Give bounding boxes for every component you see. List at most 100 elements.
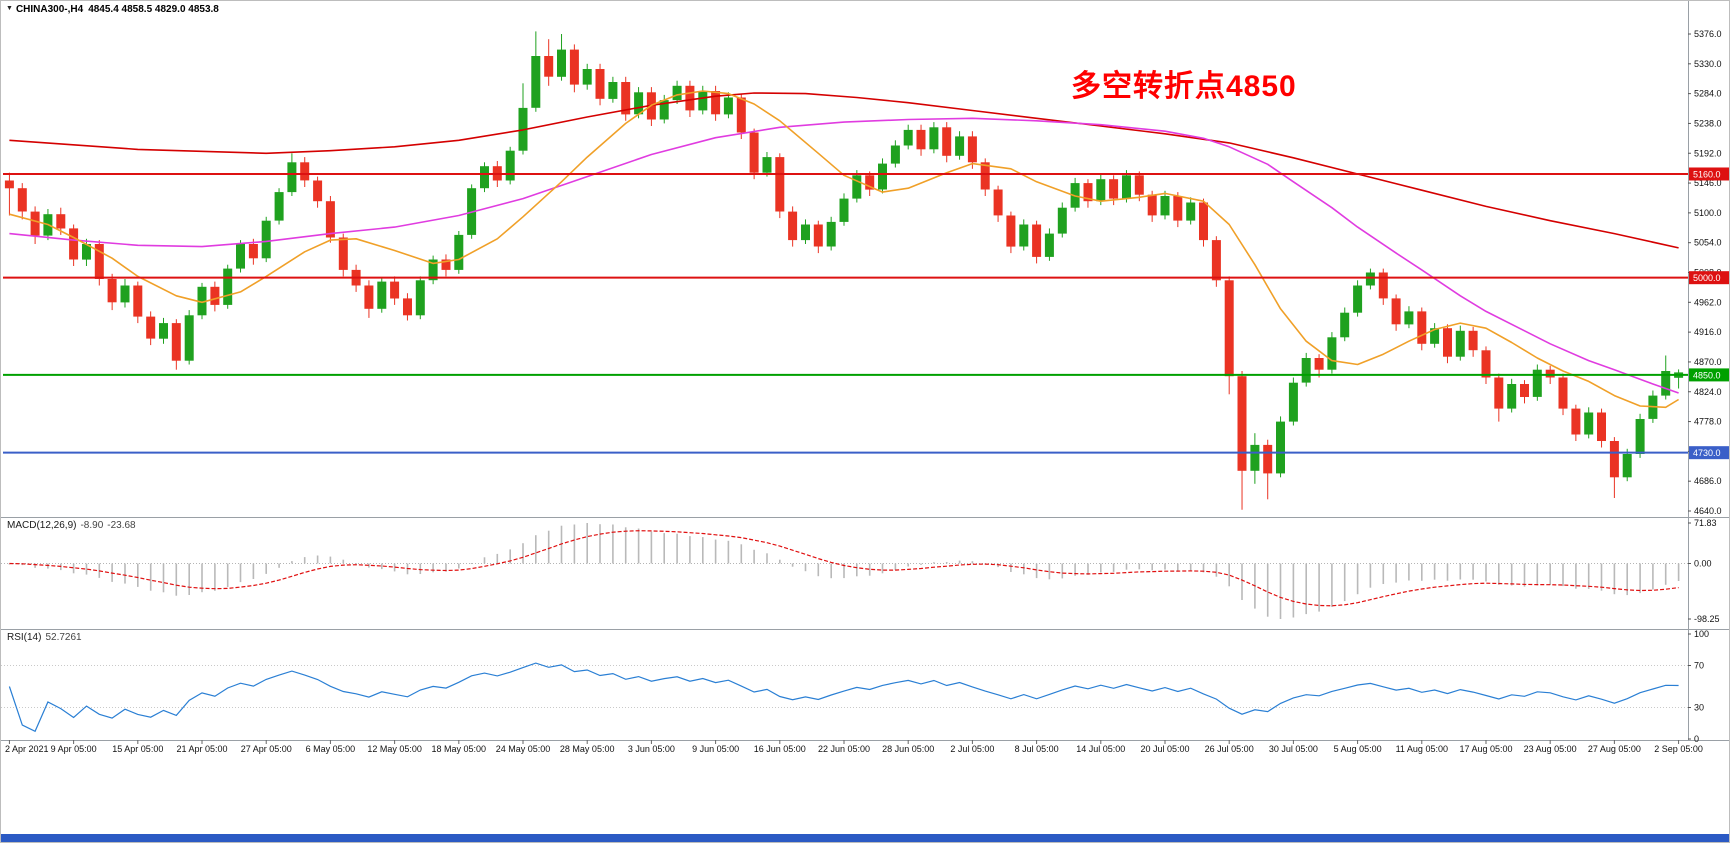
macd-histogram-bar [1087,563,1089,575]
macd-histogram-bar [1639,563,1641,594]
macd-histogram-bar [586,523,588,564]
time-label[interactable]: 15 Apr 05:00 [112,744,163,754]
macd-histogram-bar [1382,563,1385,584]
time-label[interactable]: 26 Jul 05:00 [1205,744,1254,754]
time-label[interactable]: 3 Jun 05:00 [628,744,675,754]
macd-histogram-bar [47,563,49,569]
macd-histogram-bar [791,563,794,567]
symbol-expand-icon[interactable]: ▼ [6,5,13,12]
time-label[interactable]: 16 Jun 05:00 [754,744,806,754]
macd-histogram-bar [303,557,306,564]
candle-up [929,127,939,150]
price-tick-label: 4686.0 [1694,476,1722,486]
macd-histogram-bar [1228,563,1230,587]
candle-up [1019,224,1029,247]
macd-histogram-bar [1318,563,1320,612]
candle-down [248,244,258,259]
macd-axis-label: -98.25 [1694,614,1720,624]
candle-up [852,175,862,199]
macd-panel[interactable]: 71.83 0.00 -98.25 [1,518,1720,624]
taskbar-strip[interactable] [1,834,1729,842]
time-label[interactable]: 28 Jun 05:00 [882,744,934,754]
macd-histogram-bar [445,563,447,572]
macd-histogram-bar [933,562,935,564]
macd-histogram-bar [1177,563,1179,571]
time-label[interactable]: 12 May 05:00 [367,744,422,754]
time-label[interactable]: 18 May 05:00 [432,744,487,754]
candle-up [287,162,297,193]
time-label[interactable]: 2 Jul 05:00 [950,744,994,754]
macd-histogram-bar [1266,563,1269,617]
candles[interactable] [4,31,1684,510]
time-label[interactable]: 6 May 05:00 [306,744,356,754]
macd-histogram-bar [1279,563,1282,619]
macd-histogram-bar [1343,563,1346,602]
price-tick-label: 4870.0 [1694,357,1722,367]
macd-histogram-bar [1677,563,1680,581]
macd-histogram-bar [843,563,845,579]
time-label[interactable]: 2 Apr 2021 [5,744,49,754]
macd-histogram-bar [291,561,293,564]
candle-down [1558,377,1568,409]
candle-up [1661,371,1671,396]
candle-down [30,211,40,236]
macd-histogram-bar [1125,563,1128,570]
macd-histogram-bar [1433,563,1436,580]
macd-histogram-bar [124,563,126,584]
time-label[interactable]: 2 Sep 05:00 [1654,744,1703,754]
candle-up [1584,412,1594,435]
macd-histogram-bar [766,553,768,564]
macd-histogram-bar [945,562,948,564]
rsi-panel[interactable]: 100 70 30 0 [1,629,1709,744]
price-tick-label: 4778.0 [1694,417,1722,427]
macd-histogram-bar [689,536,691,564]
time-label[interactable]: 24 May 05:00 [496,744,551,754]
time-label[interactable]: 23 Aug 05:00 [1524,744,1577,754]
time-label[interactable]: 8 Jul 05:00 [1015,744,1059,754]
price-tick-label: 5054.0 [1694,238,1722,248]
macd-histogram-bar [779,559,781,564]
candle-down [1378,272,1388,299]
time-label[interactable]: 9 Apr 05:00 [51,744,97,754]
candle-down [980,162,990,190]
candle-up [582,69,592,85]
time-label[interactable]: 27 Apr 05:00 [241,744,292,754]
candle-down [788,211,798,241]
time-label[interactable]: 14 Jul 05:00 [1076,744,1125,754]
macd-histogram-bar [599,524,601,564]
macd-histogram-bar [85,563,88,575]
time-label[interactable]: 21 Apr 05:00 [176,744,227,754]
time-label[interactable]: 30 Jul 05:00 [1269,744,1318,754]
candle-up [1186,202,1196,221]
candle-down [4,180,14,189]
time-label[interactable]: 20 Jul 05:00 [1140,744,1189,754]
macd-histogram-bar [1510,563,1513,586]
macd-histogram-bar [1100,563,1102,573]
macd-histogram-bar [1575,563,1577,589]
candle-down [171,323,181,361]
candle-down [325,201,335,238]
time-label[interactable]: 9 Jun 05:00 [692,744,739,754]
candle-up [878,163,887,190]
candle-down [1417,311,1427,344]
symbol-info-bar: ▼ CHINA300-,H4 4845.4 4858.5 4829.0 4853.8 [6,4,219,15]
macd-histogram-bar [1536,563,1539,586]
time-label[interactable]: 28 May 05:00 [560,744,615,754]
time-label[interactable]: 27 Aug 05:00 [1588,744,1641,754]
macd-histogram-bar [740,544,743,564]
time-label[interactable]: 17 Aug 05:00 [1459,744,1512,754]
candle-down [1109,179,1119,199]
time-label[interactable]: 5 Aug 05:00 [1334,744,1382,754]
price-tick-label: 4824.0 [1694,387,1722,397]
time-label[interactable]: 11 Aug 05:00 [1396,744,1448,754]
macd-histogram-bar [907,563,909,567]
candle-up [634,92,644,115]
macd-histogram-bar [1010,563,1012,572]
time-label[interactable]: 22 Jun 05:00 [818,744,870,754]
candle-up [261,220,271,259]
candle-up [557,49,566,77]
macd-histogram-bar [226,563,229,587]
candle-down [403,298,412,316]
candle-up [505,150,515,181]
